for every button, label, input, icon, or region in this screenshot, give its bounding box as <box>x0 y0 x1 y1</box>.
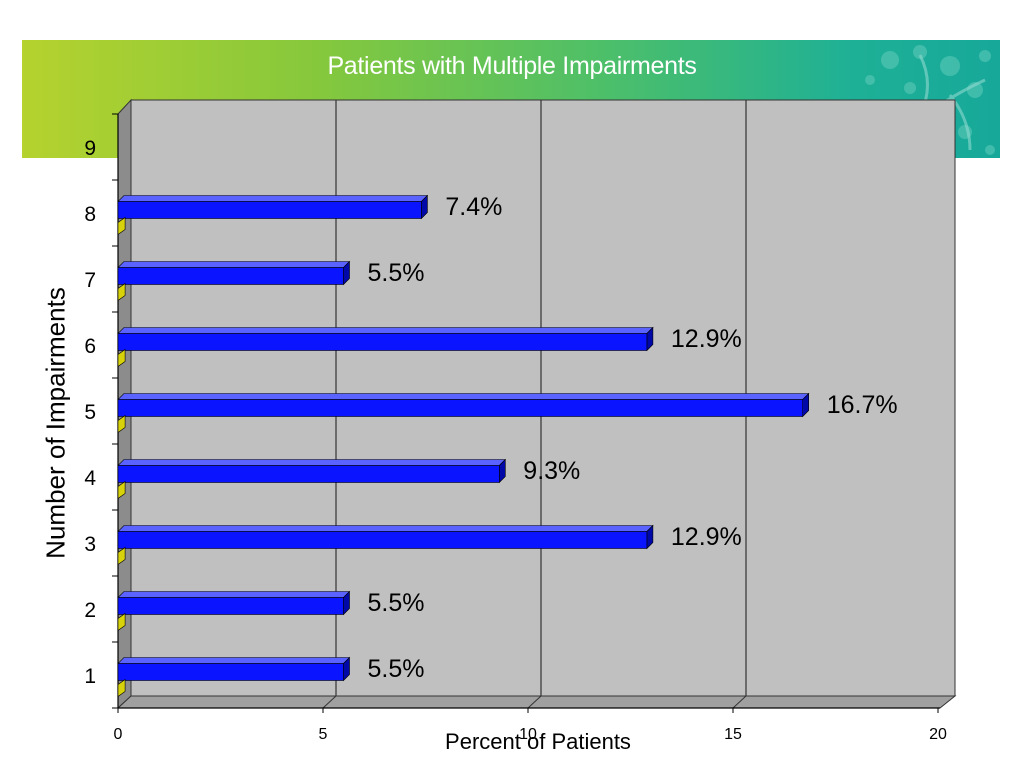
bar-top <box>117 657 351 664</box>
bar-top <box>117 327 654 334</box>
bar <box>117 663 344 681</box>
bar <box>117 597 344 615</box>
minor-bar <box>117 546 126 566</box>
data-label: 9.3% <box>523 457 580 485</box>
minor-bar <box>117 480 126 500</box>
chart-floor <box>116 695 957 709</box>
minor-bar <box>117 612 126 632</box>
y-tick-label: 5 <box>84 401 96 424</box>
minor-bar <box>117 678 126 698</box>
y-tick-label: 4 <box>84 467 96 490</box>
minor-bar <box>117 216 126 236</box>
gridline <box>527 695 542 709</box>
data-label: 5.5% <box>368 655 425 683</box>
data-label: 12.9% <box>671 325 742 353</box>
y-tick-label: 3 <box>84 533 96 556</box>
data-label: 7.4% <box>445 193 502 221</box>
y-tick-label: 2 <box>84 599 96 622</box>
bar <box>117 333 648 351</box>
data-label: 12.9% <box>671 523 742 551</box>
gridline <box>732 695 747 709</box>
bar-top <box>117 393 810 400</box>
minor-bar <box>117 282 126 302</box>
bar <box>117 267 344 285</box>
y-tick-label: 9 <box>84 137 96 160</box>
gridline <box>322 695 337 709</box>
bar <box>117 201 422 219</box>
y-axis-title: Number of Impairments <box>40 287 71 559</box>
data-label: 16.7% <box>827 391 898 419</box>
minor-bar <box>117 414 126 434</box>
x-tick-label: 15 <box>724 726 742 743</box>
bar-top <box>117 525 654 532</box>
y-tick-label: 6 <box>84 335 96 358</box>
bar <box>117 399 804 417</box>
x-tick-label: 5 <box>319 726 328 743</box>
bar <box>117 465 500 483</box>
bar-top <box>117 459 507 466</box>
data-label: 5.5% <box>368 259 425 287</box>
chart-title: Patients with Multiple Impairments <box>327 52 697 80</box>
bar <box>117 531 648 549</box>
data-label: 5.5% <box>368 589 425 617</box>
y-tick-label: 8 <box>84 203 96 226</box>
x-tick-label: 10 <box>519 726 537 743</box>
bar-top <box>117 591 351 598</box>
x-tick-label: 0 <box>114 726 123 743</box>
y-tick-label: 1 <box>84 665 96 688</box>
bar-top <box>117 195 429 202</box>
minor-bar <box>117 348 126 368</box>
x-tick-label: 20 <box>929 726 947 743</box>
bar-top <box>117 261 351 268</box>
y-tick-label: 7 <box>84 269 96 292</box>
x-axis-title: Percent of Patients <box>445 729 631 754</box>
